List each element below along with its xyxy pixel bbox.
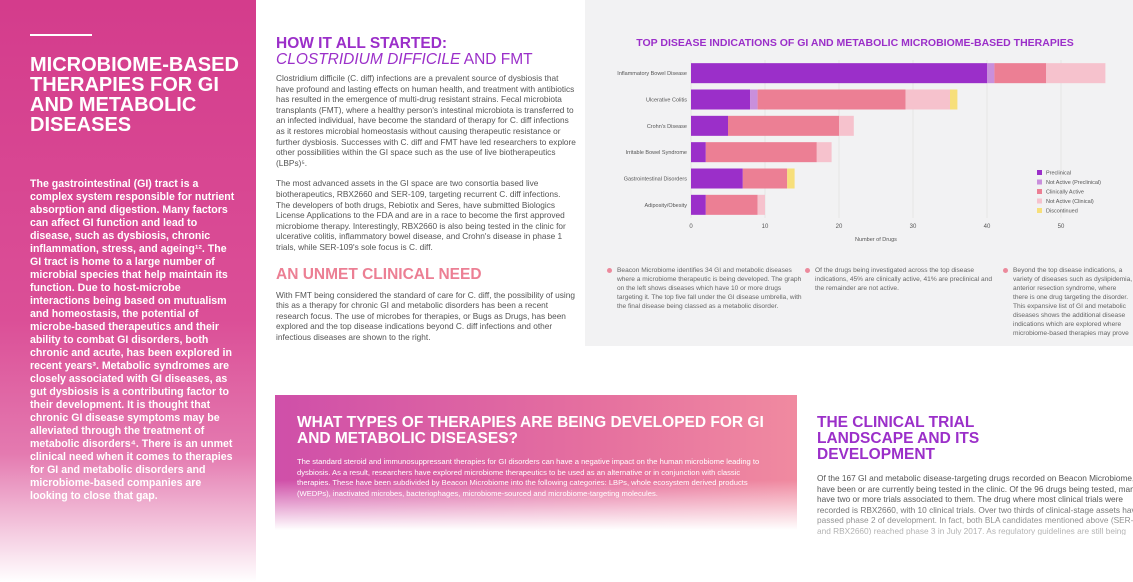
x-tick-label: 0 <box>689 224 693 230</box>
bar-segment <box>787 168 795 189</box>
x-tick-label: 20 <box>836 224 843 230</box>
bar-segment <box>705 142 817 163</box>
paragraph: The standard steroid and immunosuppressa… <box>297 457 760 498</box>
legend-label: Preclinical <box>1046 171 1071 177</box>
bar-segment <box>705 194 758 215</box>
subheading-italic: CLOSTRIDIUM DIFFICILE <box>276 51 461 68</box>
bar-segment <box>757 194 765 215</box>
paragraph: Clostridium difficile (C. diff) infectio… <box>276 73 576 168</box>
x-tick-label: 40 <box>984 224 991 230</box>
left-title: Microbiome-based therapies for GI and me… <box>30 54 239 136</box>
bar-segment <box>905 89 950 110</box>
legend-label: Discontinued <box>1046 209 1078 215</box>
heading: HOW IT ALL STARTED: <box>276 35 448 52</box>
bar-segment <box>950 89 958 110</box>
legend-swatch <box>1037 179 1042 185</box>
rule <box>30 34 92 36</box>
y-tick-label: Ulcerative Colitis <box>646 98 687 104</box>
y-tick-label: Inflammatory Bowel Disease <box>617 71 687 77</box>
heading: WHAT TYPES OF THERAPIES ARE BEING DEVELO… <box>297 414 764 447</box>
bar-segment <box>691 63 987 84</box>
subheading-rest: AND FMT <box>460 51 533 68</box>
legend-swatch <box>1037 208 1042 213</box>
bar-segment <box>691 142 706 163</box>
heading: THE CLINICAL TRIAL LANDSCAPE AND ITS DEV… <box>817 415 980 463</box>
legend-swatch <box>1037 198 1042 204</box>
paragraph: With FMT being considered the standard o… <box>276 289 575 342</box>
legend-swatch <box>1037 170 1042 175</box>
legend-label: Not Active (Clinical) <box>1046 199 1094 205</box>
bar-segment <box>728 115 839 136</box>
bar-segment <box>1046 63 1106 84</box>
bar-segment <box>691 115 728 136</box>
left-body: The gastrointestinal (GI) tract is a com… <box>30 178 235 502</box>
x-tick-label: 50 <box>1058 224 1065 230</box>
y-tick-label: Gastrointestinal Disorders <box>624 177 688 183</box>
left-panel: Microbiome-based therapies for GI and me… <box>0 0 256 582</box>
bar-segment <box>691 194 706 215</box>
bar-segment <box>691 89 751 110</box>
legend-swatch <box>1037 189 1042 194</box>
therapies-box: WHAT TYPES OF THERAPIES ARE BEING DEVELO… <box>275 395 797 530</box>
bar-segment <box>691 168 743 189</box>
chart: TOP DISEASE INDICATIONS OF GI AND METABO… <box>617 37 1106 243</box>
chart-note: Beyond the top disease indications, a va… <box>1003 266 1133 338</box>
started-section: HOW IT ALL STARTED: CLOSTRIDIUM DIFFICIL… <box>276 36 576 342</box>
x-tick-label: 30 <box>910 224 917 230</box>
bar-segment <box>839 115 854 136</box>
chart-note: Of the drugs being investigated across t… <box>805 266 1000 293</box>
bar-segment <box>750 89 758 110</box>
bar-segment <box>757 89 906 110</box>
heading: AN UNMET CLINICAL NEED <box>276 265 482 283</box>
paragraph: The most advanced assets in the GI space… <box>276 178 566 252</box>
y-tick-label: Adiposity/Obesity <box>645 203 688 209</box>
legend-label: Not Active (Preclinical) <box>1046 180 1101 186</box>
subheading: CLOSTRIDIUM DIFFICILE AND FMT <box>276 52 576 68</box>
bar-segment <box>816 142 832 163</box>
y-tick-label: Irritable Bowel Syndrome <box>626 150 687 156</box>
legend-label: Clinically Active <box>1046 190 1084 196</box>
x-tick-label: 10 <box>762 224 769 230</box>
chart-note: Beacon Microbiome identifies 34 GI and m… <box>607 266 802 311</box>
bar-segment <box>994 63 1047 84</box>
bar-segment <box>742 168 788 189</box>
chart-box: TOP DISEASE INDICATIONS OF GI AND METABO… <box>585 0 1133 346</box>
bar-segment <box>987 63 995 84</box>
fade <box>817 500 1133 582</box>
x-axis-label: Number of Drugs <box>855 237 897 243</box>
y-tick-label: Crohn's Disease <box>647 124 687 130</box>
chart-title: TOP DISEASE INDICATIONS OF GI AND METABO… <box>636 37 1074 49</box>
